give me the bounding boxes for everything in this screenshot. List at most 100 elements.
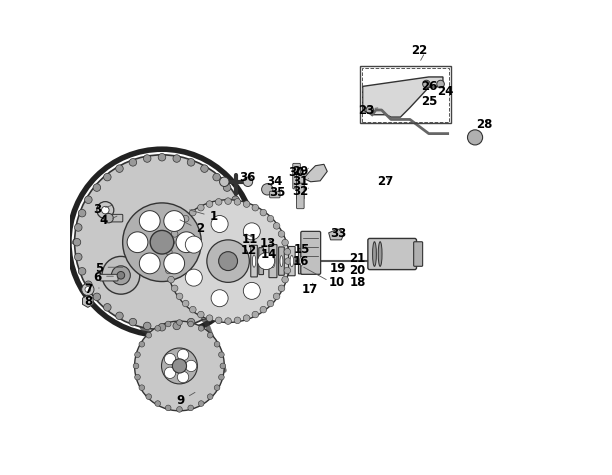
Text: 4: 4 [100, 215, 108, 228]
Circle shape [244, 282, 260, 299]
Text: 16: 16 [293, 255, 310, 267]
Circle shape [238, 267, 245, 275]
Circle shape [252, 311, 259, 318]
Circle shape [93, 184, 100, 191]
Circle shape [75, 155, 249, 330]
Circle shape [176, 223, 183, 229]
Circle shape [207, 240, 249, 282]
Circle shape [168, 276, 174, 283]
Circle shape [127, 232, 148, 253]
Circle shape [102, 256, 140, 294]
Circle shape [185, 269, 203, 286]
Circle shape [162, 348, 198, 384]
Circle shape [182, 215, 189, 222]
Circle shape [188, 321, 193, 327]
FancyBboxPatch shape [251, 245, 258, 277]
Ellipse shape [271, 255, 275, 267]
Circle shape [97, 201, 114, 219]
Circle shape [171, 285, 178, 292]
Circle shape [185, 360, 197, 371]
Circle shape [177, 349, 188, 361]
Circle shape [122, 203, 201, 282]
Text: 17: 17 [302, 283, 318, 296]
Circle shape [164, 253, 185, 274]
Circle shape [165, 258, 171, 265]
FancyBboxPatch shape [259, 247, 264, 275]
Circle shape [285, 258, 291, 265]
FancyBboxPatch shape [100, 275, 118, 281]
Circle shape [129, 318, 136, 326]
Circle shape [284, 248, 291, 255]
Text: 28: 28 [476, 118, 493, 131]
Text: 18: 18 [349, 276, 366, 289]
Circle shape [242, 224, 250, 231]
Text: 36: 36 [239, 171, 255, 183]
Circle shape [158, 323, 166, 331]
Circle shape [129, 159, 136, 166]
Circle shape [468, 130, 483, 145]
Circle shape [213, 173, 220, 181]
Ellipse shape [280, 256, 283, 266]
Text: 12: 12 [241, 244, 256, 257]
Circle shape [84, 281, 92, 288]
Circle shape [93, 293, 100, 301]
Circle shape [155, 325, 160, 331]
Text: 8: 8 [84, 295, 93, 308]
Text: 14: 14 [261, 248, 277, 261]
Circle shape [274, 223, 280, 229]
Ellipse shape [373, 242, 376, 266]
Text: 29: 29 [292, 165, 308, 178]
Circle shape [78, 209, 86, 217]
Text: 1: 1 [210, 210, 218, 223]
Circle shape [198, 401, 204, 407]
Circle shape [150, 230, 174, 254]
Circle shape [242, 253, 250, 261]
Circle shape [211, 290, 228, 307]
Circle shape [282, 239, 288, 246]
Circle shape [155, 401, 160, 407]
Text: 10: 10 [329, 276, 345, 289]
Circle shape [177, 407, 182, 412]
Circle shape [278, 230, 285, 237]
Circle shape [206, 315, 213, 322]
FancyBboxPatch shape [299, 248, 304, 274]
Text: 15: 15 [294, 243, 310, 256]
Circle shape [198, 311, 204, 318]
Circle shape [176, 232, 197, 253]
FancyBboxPatch shape [297, 183, 304, 209]
Circle shape [135, 374, 140, 380]
Circle shape [198, 325, 204, 331]
Circle shape [164, 210, 185, 231]
Text: 27: 27 [377, 175, 394, 188]
Circle shape [278, 285, 285, 292]
Circle shape [244, 315, 250, 322]
Text: 33: 33 [330, 227, 346, 240]
Circle shape [139, 385, 144, 390]
Circle shape [267, 300, 274, 307]
Circle shape [207, 332, 213, 338]
FancyBboxPatch shape [269, 245, 277, 278]
Text: 35: 35 [269, 186, 286, 199]
Circle shape [165, 405, 171, 411]
Circle shape [75, 253, 82, 261]
Circle shape [423, 80, 430, 88]
Circle shape [258, 253, 275, 270]
FancyBboxPatch shape [293, 163, 300, 189]
Circle shape [243, 238, 251, 246]
Circle shape [103, 173, 111, 181]
Polygon shape [304, 164, 327, 182]
FancyBboxPatch shape [288, 247, 295, 276]
Circle shape [135, 352, 140, 358]
Circle shape [252, 204, 259, 211]
Circle shape [198, 204, 204, 211]
Ellipse shape [378, 242, 382, 266]
Text: 24: 24 [437, 85, 453, 97]
Ellipse shape [260, 256, 263, 266]
Circle shape [220, 363, 226, 369]
Circle shape [223, 293, 231, 301]
Circle shape [260, 306, 267, 313]
Circle shape [140, 253, 160, 274]
Circle shape [201, 165, 208, 172]
Circle shape [143, 322, 151, 330]
Circle shape [171, 230, 178, 237]
